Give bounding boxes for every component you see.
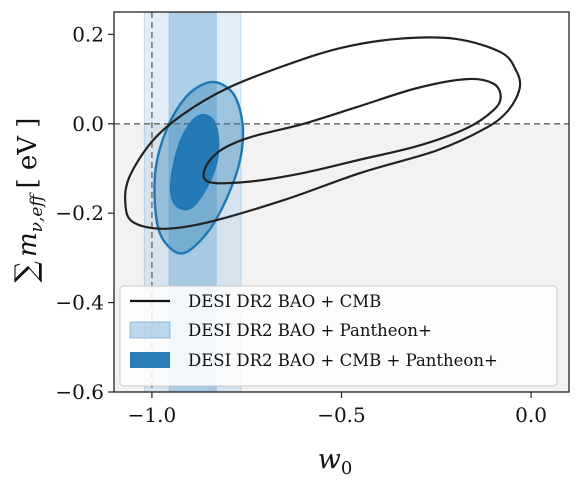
y-axis-label-sum: ∑ bbox=[9, 260, 44, 282]
y-axis-label-sub: ν,eff bbox=[27, 192, 47, 233]
legend-label-bao-cmb: DESI DR2 BAO + CMB bbox=[188, 292, 381, 311]
x-tick-label: −1.0 bbox=[128, 403, 177, 427]
legend: DESI DR2 BAO + CMB DESI DR2 BAO + Panthe… bbox=[119, 285, 558, 387]
y-tick-label: −0.2 bbox=[55, 201, 104, 225]
y-axis-label: ∑ mν,eff [ eV ] bbox=[9, 118, 47, 283]
legend-label-bao-cmb-pantheon: DESI DR2 BAO + CMB + Pantheon+ bbox=[188, 351, 498, 370]
x-tick-label: −0.5 bbox=[317, 403, 366, 427]
legend-swatch-filled bbox=[130, 352, 170, 368]
x-tick-label: 0.0 bbox=[515, 403, 547, 427]
y-tick-label: −0.4 bbox=[55, 291, 104, 315]
line-contour-2sigma bbox=[123, 36, 522, 230]
y-tick-label: −0.6 bbox=[55, 380, 104, 404]
legend-label-bao-pantheon: DESI DR2 BAO + Pantheon+ bbox=[188, 321, 432, 340]
x-axis-label-sub: 0 bbox=[341, 458, 352, 479]
y-axis-label-m: m bbox=[13, 232, 43, 257]
line-contour-1sigma bbox=[202, 77, 502, 185]
x-axis-label: w0 bbox=[318, 444, 353, 479]
filled-contour-1sigma bbox=[169, 113, 220, 211]
legend-frame bbox=[119, 285, 558, 387]
y-tick-label: 0.0 bbox=[72, 112, 104, 136]
legend-swatch-band bbox=[129, 321, 171, 339]
y-tick-label: 0.2 bbox=[72, 22, 104, 46]
x-axis-label-main: w bbox=[318, 444, 341, 475]
y-axis-label-unit: [ eV ] bbox=[13, 118, 43, 189]
axes: −1.0 −0.5 0.0 0.2 0.0 −0.2 −0.4 −0.6 bbox=[55, 22, 547, 427]
